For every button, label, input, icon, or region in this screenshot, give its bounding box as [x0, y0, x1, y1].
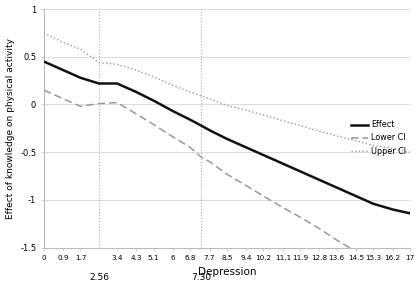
- Lower CI: [115, 101, 120, 104]
- Lower CI: [261, 194, 266, 198]
- Effect: [244, 146, 249, 149]
- Line: Effect: Effect: [44, 62, 410, 213]
- Upper CI: [97, 61, 102, 64]
- Upper CI: [317, 129, 322, 133]
- Legend: Effect, Lower CI, Upper CI: Effect, Lower CI, Upper CI: [351, 120, 406, 156]
- Effect: [188, 118, 193, 122]
- Lower CI: [244, 184, 249, 188]
- Upper CI: [334, 134, 339, 138]
- Lower CI: [371, 260, 376, 264]
- Upper CI: [61, 41, 66, 44]
- Effect: [171, 109, 176, 113]
- Effect: [207, 128, 212, 132]
- Upper CI: [224, 104, 229, 107]
- Lower CI: [224, 172, 229, 176]
- Effect: [115, 82, 120, 85]
- Upper CI: [407, 150, 412, 154]
- Upper CI: [171, 84, 176, 87]
- Effect: [224, 137, 229, 141]
- Lower CI: [134, 112, 139, 116]
- Lower CI: [334, 238, 339, 242]
- Upper CI: [78, 47, 83, 51]
- Upper CI: [390, 146, 395, 150]
- Lower CI: [151, 123, 156, 126]
- Upper CI: [371, 144, 376, 147]
- Text: 2.56: 2.56: [89, 273, 109, 282]
- Effect: [61, 68, 66, 72]
- Lower CI: [280, 206, 285, 209]
- Effect: [78, 76, 83, 80]
- X-axis label: Depression: Depression: [197, 267, 256, 277]
- Effect: [261, 153, 266, 157]
- Lower CI: [297, 215, 302, 219]
- Effect: [334, 186, 339, 189]
- Effect: [280, 162, 285, 165]
- Effect: [41, 60, 46, 63]
- Effect: [97, 82, 102, 85]
- Effect: [199, 124, 204, 127]
- Effect: [354, 194, 359, 198]
- Lower CI: [354, 250, 359, 253]
- Lower CI: [199, 155, 204, 159]
- Y-axis label: Effect of knowledge on physical activity: Effect of knowledge on physical activity: [5, 38, 15, 219]
- Lower CI: [78, 104, 83, 108]
- Upper CI: [115, 63, 120, 66]
- Lower CI: [171, 135, 176, 139]
- Effect: [317, 178, 322, 182]
- Effect: [134, 90, 139, 94]
- Upper CI: [41, 31, 46, 35]
- Lower CI: [41, 88, 46, 92]
- Upper CI: [207, 97, 212, 101]
- Upper CI: [199, 94, 204, 98]
- Lower CI: [97, 102, 102, 105]
- Lower CI: [317, 227, 322, 230]
- Lower CI: [407, 284, 412, 288]
- Upper CI: [151, 75, 156, 79]
- Effect: [371, 202, 376, 206]
- Upper CI: [261, 113, 266, 117]
- Upper CI: [354, 139, 359, 143]
- Upper CI: [244, 108, 249, 112]
- Lower CI: [188, 146, 193, 149]
- Text: 7.30: 7.30: [191, 273, 211, 282]
- Lower CI: [390, 272, 395, 276]
- Upper CI: [280, 119, 285, 123]
- Effect: [390, 208, 395, 211]
- Upper CI: [134, 68, 139, 72]
- Upper CI: [188, 90, 193, 94]
- Lower CI: [207, 160, 212, 164]
- Effect: [407, 211, 412, 215]
- Effect: [151, 99, 156, 102]
- Line: Lower CI: Lower CI: [44, 90, 410, 286]
- Effect: [297, 169, 302, 173]
- Line: Upper CI: Upper CI: [44, 33, 410, 152]
- Upper CI: [297, 124, 302, 127]
- Lower CI: [61, 97, 66, 101]
